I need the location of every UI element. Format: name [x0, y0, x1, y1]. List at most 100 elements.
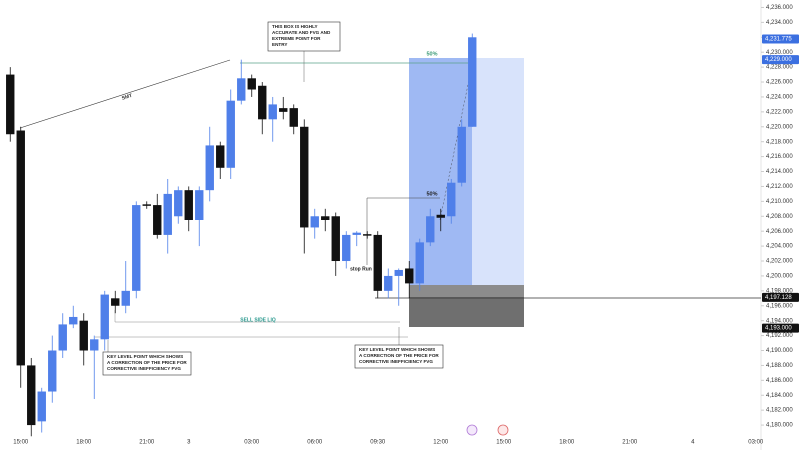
y-tick-label: 4,208.000: [766, 214, 793, 220]
fvg-box-extension: [472, 58, 524, 285]
x-tick-label: 15:00: [13, 440, 29, 446]
annotation-text: CORRECTIVE INEFFICIENCY FVG: [359, 359, 433, 364]
candle-body: [342, 234, 351, 262]
annotation-box: [267, 21, 341, 52]
y-tick-label: 4,226.000: [766, 80, 793, 86]
candle-body: [321, 216, 330, 220]
y-tick-label: 4,210.000: [766, 199, 793, 205]
annotation-text: THIS BOX IS HIGHLY: [272, 24, 318, 29]
candle-body: [111, 298, 120, 306]
x-tick-label: 21:00: [622, 440, 638, 446]
candle-body: [384, 275, 393, 291]
y-tick-label: 4,186.000: [766, 378, 793, 384]
x-tick-label: 21:00: [139, 440, 155, 446]
y-tick-label: 4,202.000: [766, 259, 793, 265]
candle-body: [457, 126, 466, 183]
chart-label: SELL SIDE LIQ: [240, 317, 276, 323]
candle-body: [363, 234, 372, 236]
candle-body: [48, 350, 57, 392]
candle-body: [58, 324, 67, 351]
candle-body: [153, 205, 162, 235]
x-tick-label: 06:00: [307, 440, 323, 446]
candle-body: [216, 145, 225, 168]
y-tick-label: 4,212.000: [766, 184, 793, 190]
candle-body: [258, 85, 267, 120]
price-badge-label: 4,193.000: [765, 326, 792, 332]
y-tick-label: 4,180.000: [766, 423, 793, 429]
candle-body: [6, 74, 15, 135]
price-badge: [762, 34, 799, 44]
candle-body: [27, 365, 36, 426]
candle-body: [268, 104, 277, 120]
x-tick-label: 12:00: [433, 440, 449, 446]
chart-label: SMT: [121, 93, 133, 102]
chart-label: stop Run: [350, 266, 372, 272]
y-tick-label: 4,188.000: [766, 363, 793, 369]
y-tick-label: 4,184.000: [766, 393, 793, 399]
y-tick-label: 4,224.000: [766, 95, 793, 101]
price-badge-label: 4,229.000: [765, 57, 792, 63]
candle-body: [468, 37, 477, 127]
annotation-box: [354, 344, 444, 369]
candle-body: [331, 216, 340, 262]
y-tick-label: 4,228.000: [766, 65, 793, 71]
y-tick-label: 4,200.000: [766, 274, 793, 280]
candle-body: [289, 108, 298, 127]
chart-label: 50%: [426, 51, 437, 57]
price-badge-label: 4,197.128: [765, 295, 792, 301]
event-icon[interactable]: [466, 424, 478, 436]
annotation-text: A CORRECTION OF THE PRICE FOR: [359, 353, 439, 358]
y-tick-label: 4,222.000: [766, 109, 793, 115]
annotation-text: CORRECTIVE INEFFICIENCY FVG: [107, 366, 181, 371]
candle-body: [352, 232, 361, 235]
candle-body: [226, 100, 235, 168]
y-tick-label: 4,230.000: [766, 50, 793, 56]
y-tick-label: 4,190.000: [766, 348, 793, 354]
candle-body: [436, 214, 445, 218]
x-tick-label: 4: [691, 440, 695, 446]
candle-body: [279, 108, 288, 112]
x-tick-label: 18:00: [76, 440, 92, 446]
x-tick-label: 03:00: [748, 440, 764, 446]
chart-label: 50%: [426, 191, 437, 197]
candle-body: [195, 190, 204, 220]
candle-body: [132, 205, 141, 291]
x-tick-label: 03:00: [244, 440, 260, 446]
y-tick-label: 4,206.000: [766, 229, 793, 235]
annotation-text: KEY LEVEL POINT WHICH SHOWS: [107, 354, 183, 359]
y-tick-label: 4,234.000: [766, 20, 793, 26]
y-tick-label: 4,204.000: [766, 244, 793, 250]
x-tick-label: 18:00: [559, 440, 575, 446]
event-icon[interactable]: [497, 424, 509, 436]
stop-zone-top: [409, 285, 524, 297]
x-tick-label: 3: [187, 440, 191, 446]
candle-body: [174, 190, 183, 217]
candle-body: [247, 78, 256, 90]
candle-body: [69, 316, 78, 325]
smt-line: [19, 59, 231, 129]
candle-body: [121, 290, 130, 306]
annotation-text: ENTRY: [272, 42, 287, 47]
candle-body: [184, 190, 193, 220]
y-tick-label: 4,192.000: [766, 333, 793, 339]
candle-body: [447, 182, 456, 217]
y-tick-label: 4,216.000: [766, 154, 793, 160]
y-tick-label: 4,194.000: [766, 318, 793, 324]
candle-body: [16, 130, 25, 366]
candle-body: [90, 339, 99, 351]
candle-body: [163, 193, 172, 235]
price-badge-label: 4,231.775: [765, 37, 792, 43]
candle-body: [405, 268, 414, 284]
annotation-text: A CORRECTION OF THE PRICE FOR: [107, 360, 187, 365]
y-tick-label: 4,196.000: [766, 303, 793, 309]
annotation-text: EXTREME POINT FOR: [272, 36, 321, 41]
price-badge: [762, 323, 799, 333]
candle-body: [79, 320, 88, 351]
candle-body: [142, 204, 151, 206]
y-tick-label: 4,220.000: [766, 124, 793, 130]
y-tick-label: 4,214.000: [766, 169, 793, 175]
